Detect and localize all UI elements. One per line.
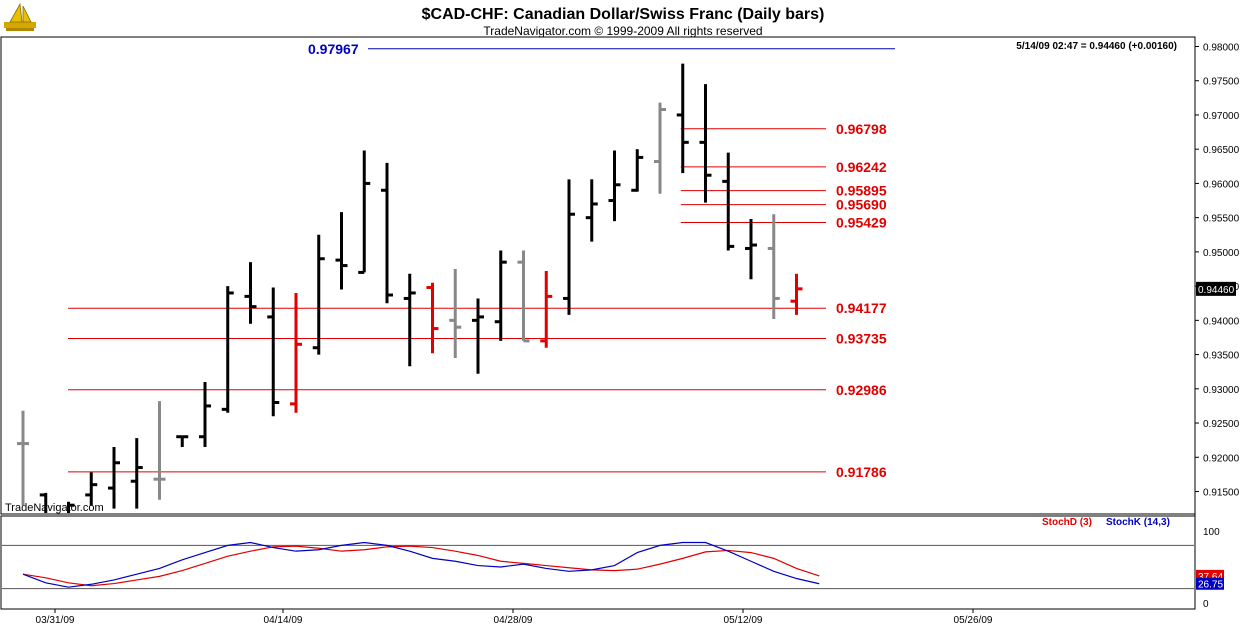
stoch-k-legend: StochK (14,3) — [1106, 517, 1170, 528]
sailboat-logo-icon — [4, 2, 36, 31]
stoch-k-tag — [1196, 577, 1224, 590]
level-label: 0.95690 — [836, 197, 887, 213]
stoch-k-line — [22, 541, 820, 588]
x-tick-label: 04/28/09 — [494, 615, 533, 626]
stoch-tick-label: 0 — [1203, 599, 1209, 610]
x-tick-label: 03/31/09 — [36, 615, 75, 626]
stoch-d-line — [22, 545, 820, 587]
y-tick-label: 0.96500 — [1203, 145, 1240, 156]
y-tick-label: 0.97000 — [1203, 111, 1240, 122]
y-tick-label: 0.93000 — [1203, 385, 1240, 396]
top-level-label: 0.97967 — [308, 41, 359, 57]
indicator-panel-frame — [0, 515, 1196, 610]
stoch-tick-label: 100 — [1203, 527, 1220, 538]
y-tick-label: 0.98000 — [1203, 43, 1240, 54]
quote-readout: 5/14/09 02:47 = 0.94460 (+0.00160) — [1016, 41, 1177, 52]
ohlc-bars — [17, 63, 803, 513]
level-label: 0.96242 — [836, 159, 887, 175]
date-axis: 03/31/09 04/14/09 04/28/09 05/12/09 05/26/09 — [36, 609, 993, 626]
x-tick-label: 05/26/09 — [954, 615, 993, 626]
price-axis: 0.98000 0.97500 0.97000 0.96500 0.96000 0.955… — [1195, 43, 1240, 499]
level-label: 0.95429 — [836, 215, 887, 231]
stoch-d-legend: StochD (3) — [1042, 517, 1092, 528]
x-tick-label: 04/14/09 — [264, 615, 303, 626]
y-tick-label: 0.97500 — [1203, 77, 1240, 88]
y-tick-label: 0.92500 — [1203, 419, 1240, 430]
price-panel-frame — [0, 36, 1196, 515]
last-price-label: 0.94460 — [1198, 285, 1235, 296]
last-price-tag — [1196, 281, 1236, 296]
watermark: TradeNavigator.com — [5, 502, 104, 514]
y-tick-label: 0.91500 — [1203, 488, 1240, 499]
y-tick-label: 0.95500 — [1203, 214, 1240, 225]
chart-subtitle: TradeNavigator.com © 1999-2009 All right… — [483, 24, 762, 38]
chart-title: $CAD-CHF: Canadian Dollar/Swiss Franc (D… — [422, 6, 825, 23]
y-tick-label: 0.96000 — [1203, 179, 1240, 190]
y-tick-label: 0.93500 — [1203, 351, 1240, 362]
y-tick-label: 0.95000 — [1203, 248, 1240, 259]
level-label: 0.95895 — [836, 183, 887, 199]
stoch-d-value: 37.64 — [1198, 572, 1223, 583]
level-label: 0.92986 — [836, 382, 887, 398]
level-label: 0.93735 — [836, 330, 887, 346]
stoch-k-value: 26.75 — [1198, 580, 1223, 591]
x-tick-label: 05/12/09 — [724, 615, 763, 626]
level-label: 0.96798 — [836, 121, 887, 137]
level-label: 0.91786 — [836, 464, 887, 480]
level-label: 0.94177 — [836, 300, 887, 316]
y-tick-label: 0.94000 — [1203, 316, 1240, 327]
y-tick-label: 0.92000 — [1203, 453, 1240, 464]
